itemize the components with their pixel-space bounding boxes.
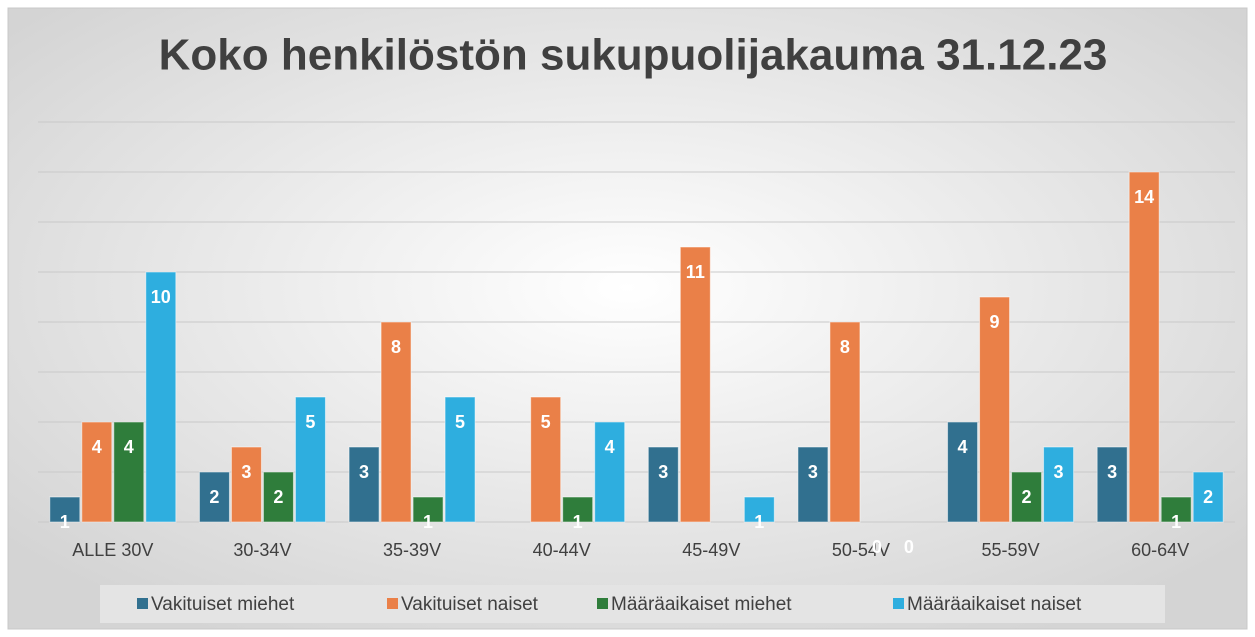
legend-swatch — [387, 598, 398, 609]
data-label: 9 — [990, 312, 1000, 332]
data-label: 3 — [359, 462, 369, 482]
bar — [797, 446, 829, 523]
bar — [444, 396, 476, 523]
bar — [262, 471, 294, 523]
legend-label: Vakituiset miehet — [151, 594, 295, 615]
bar — [198, 471, 230, 523]
bar — [947, 421, 979, 523]
bar — [380, 321, 412, 523]
data-label: 2 — [1203, 487, 1213, 507]
data-label: 2 — [209, 487, 219, 507]
data-label: 1 — [423, 512, 433, 532]
data-label: 1 — [573, 512, 583, 532]
bar — [594, 421, 626, 523]
data-label: 5 — [455, 412, 465, 432]
bar — [829, 321, 861, 523]
x-tick-label: 40-44V — [533, 540, 591, 560]
bar — [1011, 471, 1043, 523]
bar — [1096, 446, 1128, 523]
data-label: 4 — [605, 437, 615, 457]
legend-label: Vakituiset naiset — [401, 594, 539, 615]
data-label: 3 — [1054, 462, 1064, 482]
data-label: 1 — [1171, 512, 1181, 532]
x-tick-label: 60-64V — [1131, 540, 1189, 560]
data-label: 14 — [1134, 187, 1154, 207]
x-tick-label: 50-54V — [832, 540, 890, 560]
x-tick-label: 30-34V — [233, 540, 291, 560]
bar — [743, 496, 775, 523]
bar — [294, 396, 326, 523]
chart-background — [7, 7, 1248, 630]
bar — [562, 496, 594, 523]
bar — [113, 421, 145, 523]
data-label: 10 — [151, 287, 171, 307]
legend-swatch — [137, 598, 148, 609]
data-label: 0 — [904, 537, 914, 557]
bar — [145, 271, 177, 523]
bar — [49, 496, 81, 523]
data-label: 4 — [124, 437, 134, 457]
bar — [979, 296, 1011, 523]
x-tick-label: 45-49V — [682, 540, 740, 560]
legend-label: Määräaikaiset miehet — [611, 594, 792, 615]
data-label: 2 — [1022, 487, 1032, 507]
data-label: 1 — [60, 512, 70, 532]
bar — [530, 396, 562, 523]
legend-box — [100, 585, 1165, 623]
data-label: 8 — [391, 337, 401, 357]
bar — [230, 446, 262, 523]
bar — [679, 246, 711, 523]
data-label: 3 — [241, 462, 251, 482]
bar — [1192, 471, 1224, 523]
bar — [1160, 496, 1192, 523]
bar — [412, 496, 444, 523]
bar — [647, 446, 679, 523]
chart-title: Koko henkilöstön sukupuolijakauma 31.12.… — [159, 31, 1108, 80]
bar — [81, 421, 113, 523]
data-label: 8 — [840, 337, 850, 357]
data-label: 3 — [1107, 462, 1117, 482]
bar — [348, 446, 380, 523]
bar — [1043, 446, 1075, 523]
legend-label: Määräaikaiset naiset — [907, 594, 1082, 615]
bar — [1128, 171, 1160, 523]
data-label: 3 — [658, 462, 668, 482]
legend-swatch — [597, 598, 608, 609]
data-label: 3 — [808, 462, 818, 482]
data-label: 5 — [541, 412, 551, 432]
data-label: 0 — [872, 537, 882, 557]
data-label: 1 — [754, 512, 764, 532]
data-label: 4 — [92, 437, 102, 457]
data-label: 2 — [273, 487, 283, 507]
data-label: 11 — [686, 262, 705, 282]
x-tick-label: ALLE 30V — [72, 540, 153, 560]
data-label: 4 — [958, 437, 968, 457]
x-tick-label: 35-39V — [383, 540, 441, 560]
data-label: 5 — [305, 412, 315, 432]
legend-swatch — [893, 598, 904, 609]
x-tick-label: 55-59V — [982, 540, 1040, 560]
